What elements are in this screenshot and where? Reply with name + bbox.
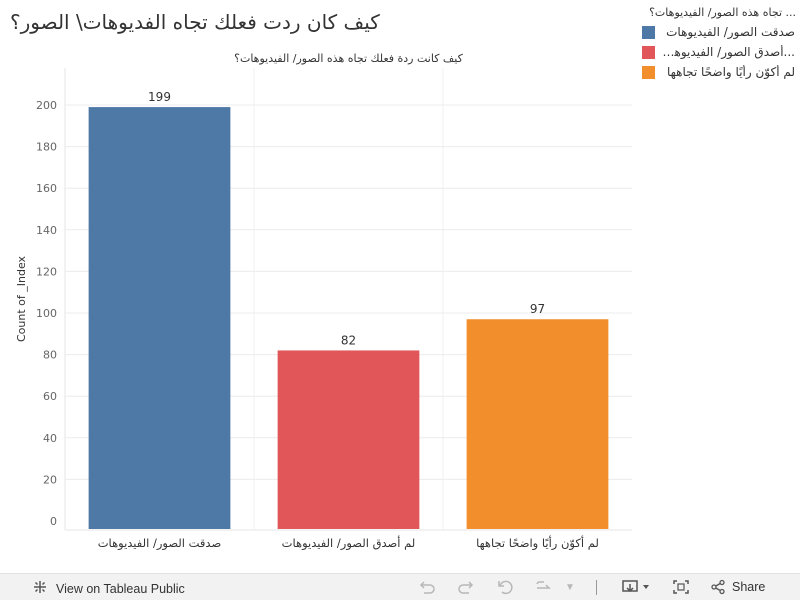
tableau-toolbar: View on Tableau Public ▼ Share <box>0 573 800 600</box>
view-on-tableau-link[interactable]: View on Tableau Public <box>32 579 185 598</box>
y-tick-label: 160 <box>36 182 57 195</box>
data-label: 97 <box>530 302 545 316</box>
share-button[interactable]: Share <box>710 578 765 596</box>
legend-item[interactable]: ...أصدق الصور/ الفيديوهات <box>638 42 796 62</box>
bar[interactable] <box>466 319 609 529</box>
y-tick-label: 180 <box>36 141 57 154</box>
legend-swatch <box>642 25 655 39</box>
legend-item[interactable]: صدقت الصور/ الفيديوهات <box>638 22 796 42</box>
redo-icon[interactable] <box>457 578 475 596</box>
refresh-icon[interactable] <box>534 578 554 596</box>
data-label: 82 <box>341 333 356 347</box>
legend-label: صدقت الصور/ الفيديوهات <box>666 25 795 39</box>
y-tick-label: 40 <box>43 432 57 445</box>
legend-label: ...أصدق الصور/ الفيديوهات <box>661 45 795 59</box>
legend-swatch <box>642 45 655 59</box>
y-tick-label: 20 <box>43 473 57 486</box>
bar[interactable] <box>88 107 231 529</box>
dropdown-icon[interactable]: ▼ <box>565 581 575 593</box>
revert-icon[interactable] <box>496 578 514 596</box>
y-axis-title: Count of _Index <box>15 255 28 342</box>
share-icon <box>711 579 725 595</box>
y-tick-label: 200 <box>36 99 57 112</box>
legend-swatch <box>642 65 655 79</box>
legend-title: ... تجاه هذه الصور/ الفيديوهات؟ <box>649 6 796 19</box>
x-tick-label: لم أكوّن رأيًا واضحًا تجاهها <box>476 535 599 551</box>
share-label: Share <box>732 580 766 594</box>
chart-title: كيف كانت ردة فعلك تجاه هذه الصور/ الفيدي… <box>234 52 464 65</box>
view-on-tableau-label: View on Tableau Public <box>56 581 185 596</box>
y-tick-label: 0 <box>50 515 57 528</box>
y-tick-label: 80 <box>43 349 57 362</box>
x-tick-label: لم أصدق الصور/ الفيديوهات <box>282 535 416 551</box>
legend-label: لم أكوّن رأيًا واضحًا تجاهها <box>666 65 795 79</box>
undo-icon[interactable] <box>418 578 436 596</box>
toolbar-separator <box>596 580 597 595</box>
bar[interactable] <box>277 350 420 529</box>
y-tick-label: 60 <box>43 390 57 403</box>
legend-item[interactable]: لم أكوّن رأيًا واضحًا تجاهها <box>638 62 796 82</box>
legend: ... تجاه هذه الصور/ الفيديوهات؟ صدقت الص… <box>638 4 796 82</box>
bar-chart: كيف كانت ردة فعلك تجاه هذه الصور/ الفيدي… <box>15 52 632 551</box>
tableau-logo-icon <box>32 579 48 598</box>
download-icon[interactable] <box>622 578 652 596</box>
x-tick-label: صدقت الصور/ الفيديوهات <box>98 536 222 551</box>
y-tick-label: 100 <box>36 307 57 320</box>
page-title: كيف كان ردت فعلك تجاه الفديوهات\ الصور؟ <box>10 10 380 34</box>
y-tick-label: 140 <box>36 224 57 237</box>
fullscreen-icon[interactable] <box>672 578 690 596</box>
data-label: 199 <box>148 90 171 104</box>
y-tick-label: 120 <box>36 265 57 278</box>
